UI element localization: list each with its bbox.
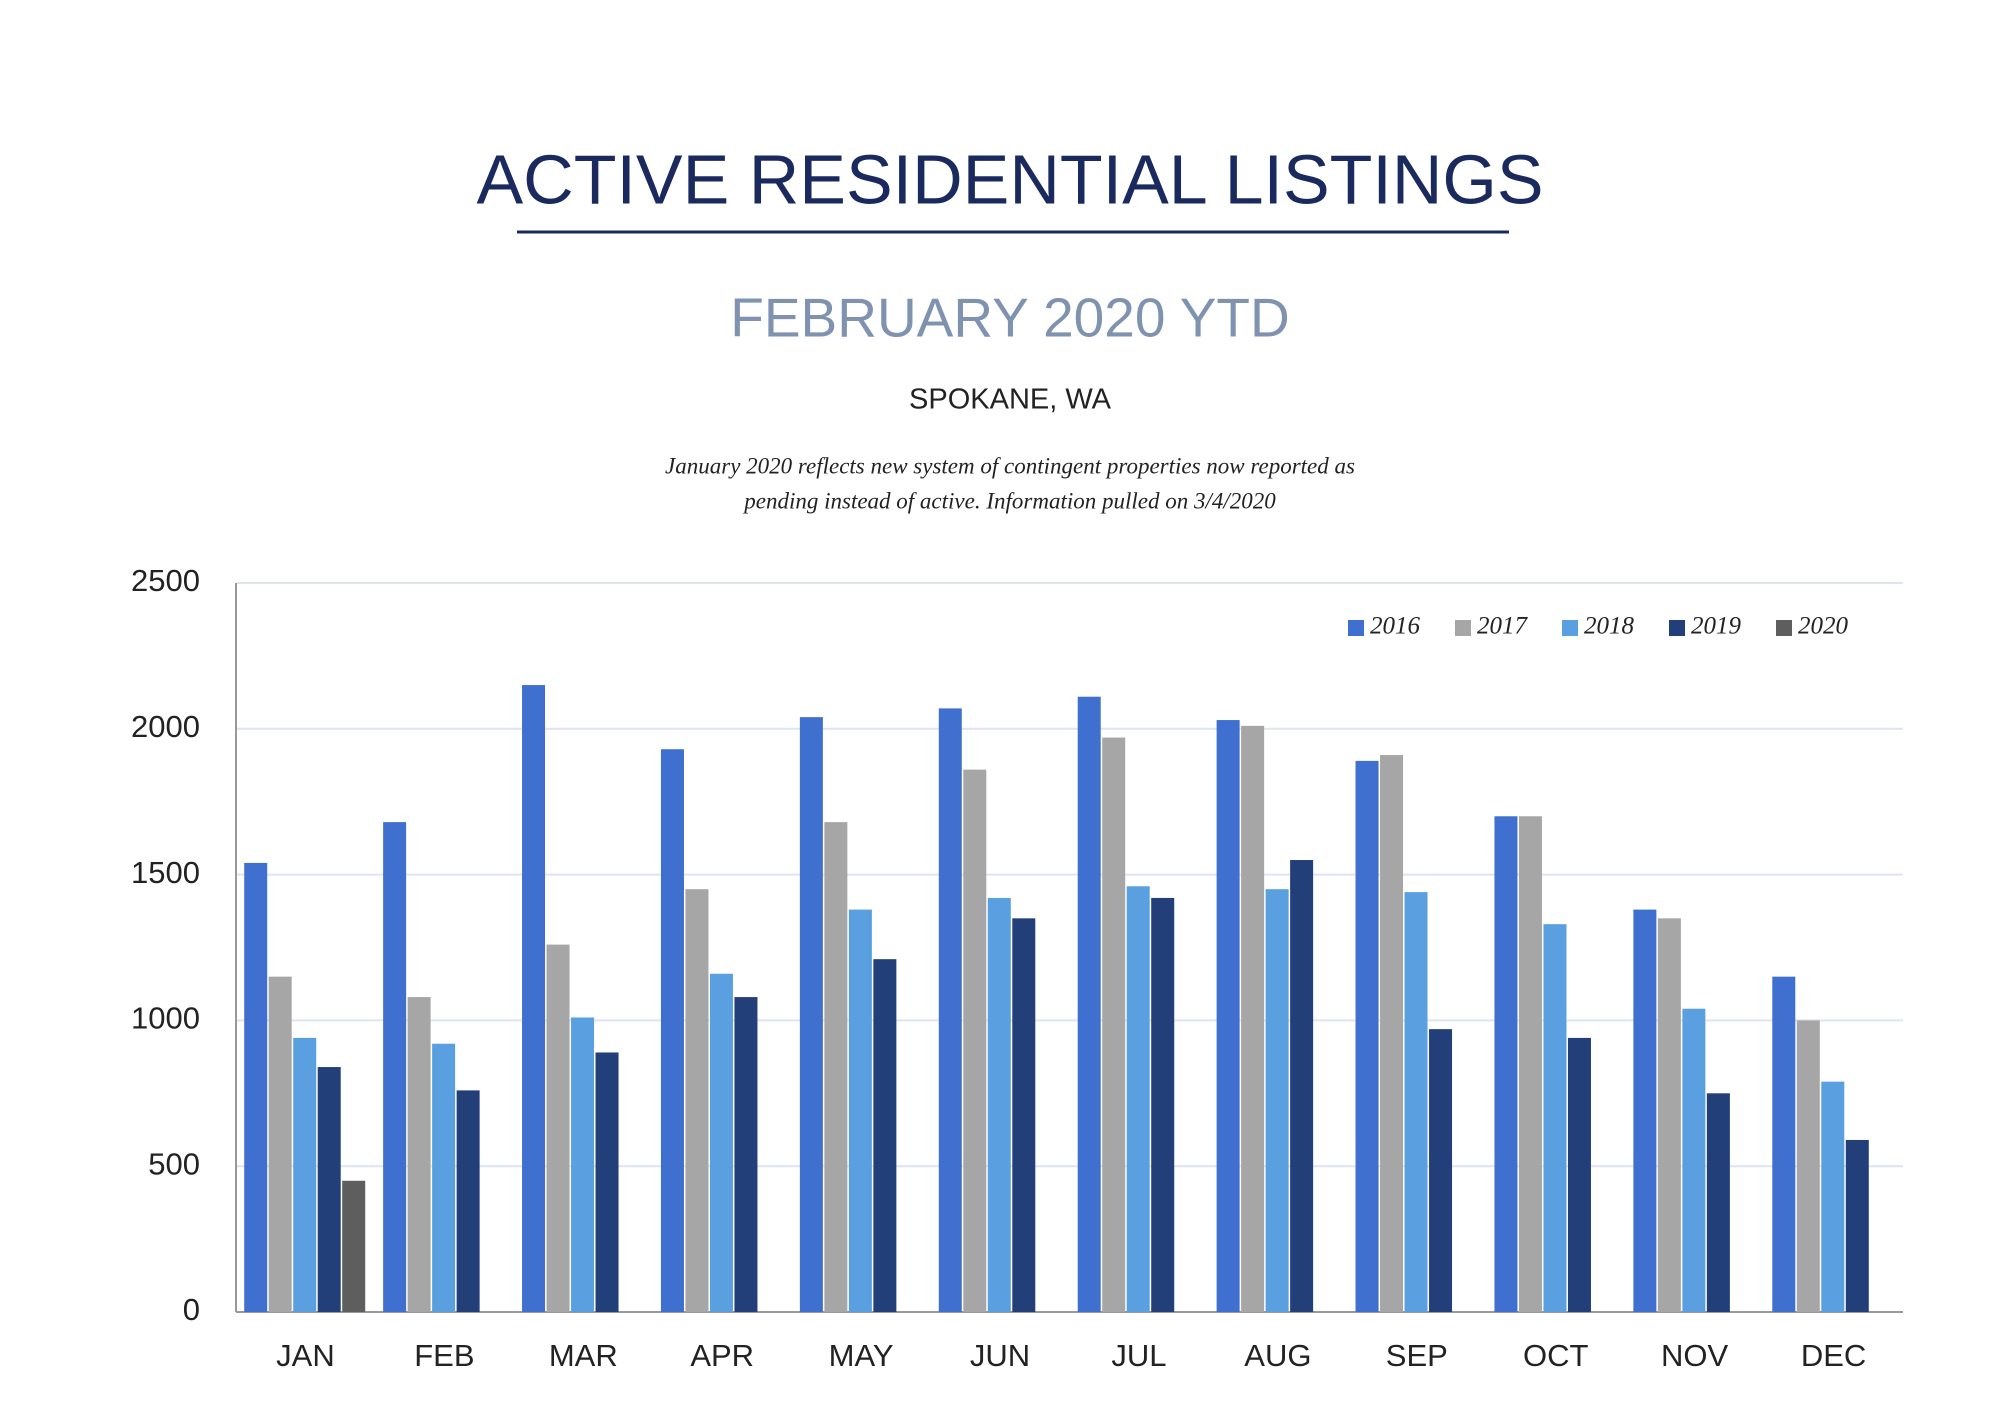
bar <box>1772 976 1796 1312</box>
bar <box>963 769 987 1312</box>
bar <box>1241 725 1265 1312</box>
x-tick-label: SEP <box>1386 1338 1448 1373</box>
bar <box>1567 1037 1591 1312</box>
bar <box>1265 889 1289 1312</box>
bar <box>1796 1020 1820 1312</box>
legend-label: 2019 <box>1691 613 1742 640</box>
bar <box>1355 760 1379 1312</box>
x-tick-label: FEB <box>414 1338 474 1373</box>
bar <box>873 959 897 1312</box>
bar <box>734 997 758 1312</box>
x-tick-label: NOV <box>1661 1338 1729 1373</box>
y-tick-label: 500 <box>148 1146 200 1181</box>
bar <box>1102 737 1126 1312</box>
legend-label: 2017 <box>1477 613 1529 640</box>
location: SPOKANE, WA <box>909 384 1112 416</box>
y-tick-label: 0 <box>183 1292 200 1327</box>
bar <box>522 685 546 1312</box>
bar <box>293 1037 317 1312</box>
y-tick-label: 1500 <box>131 855 200 890</box>
y-tick-label: 1000 <box>131 1001 200 1036</box>
bar <box>1380 755 1404 1312</box>
x-tick-label: JUN <box>970 1338 1030 1373</box>
chart-title: ACTIVE RESIDENTIAL LISTINGS <box>476 140 1543 218</box>
legend-swatch <box>1562 620 1578 636</box>
bar <box>824 822 848 1312</box>
x-tick-label: MAY <box>829 1338 894 1373</box>
bar <box>1404 892 1428 1312</box>
x-tick-label: MAR <box>549 1338 618 1373</box>
legend-label: 2016 <box>1370 613 1421 640</box>
legend-swatch <box>1348 620 1364 636</box>
bar <box>799 717 823 1312</box>
legend-label: 2018 <box>1584 613 1635 640</box>
bar <box>595 1052 619 1312</box>
bar <box>244 862 268 1312</box>
bar <box>1633 909 1657 1312</box>
bar <box>383 822 407 1312</box>
bar <box>1151 897 1175 1312</box>
legend-swatch <box>1776 620 1792 636</box>
bar <box>546 944 570 1312</box>
bar <box>1518 816 1542 1312</box>
legend-swatch <box>1669 620 1685 636</box>
bar <box>1706 1093 1730 1312</box>
legend-swatch <box>1455 620 1471 636</box>
bar <box>342 1180 366 1312</box>
bar <box>317 1067 341 1312</box>
bar <box>1543 924 1567 1312</box>
bar <box>1126 886 1150 1312</box>
y-tick-label: 2000 <box>131 709 200 744</box>
bar <box>938 708 962 1312</box>
bar <box>1216 720 1240 1312</box>
bar <box>685 889 709 1312</box>
legend-label: 2020 <box>1798 613 1849 640</box>
x-tick-label: DEC <box>1801 1338 1866 1373</box>
bar <box>987 897 1011 1312</box>
x-tick-label: JUL <box>1111 1338 1166 1373</box>
bar <box>660 749 684 1312</box>
x-tick-label: AUG <box>1244 1338 1311 1373</box>
bar <box>268 976 292 1312</box>
bar <box>1682 1008 1706 1312</box>
bar <box>1290 860 1314 1312</box>
bar <box>1077 696 1101 1312</box>
bar <box>407 997 431 1312</box>
bar <box>848 909 872 1312</box>
note: pending instead of active. Information p… <box>742 488 1276 513</box>
chart-subtitle: FEBRUARY 2020 YTD <box>730 287 1289 349</box>
bar <box>1429 1029 1453 1312</box>
x-tick-label: APR <box>690 1338 754 1373</box>
x-tick-label: OCT <box>1523 1338 1589 1373</box>
bar <box>1845 1139 1869 1312</box>
bar <box>1821 1081 1845 1312</box>
bar <box>1012 918 1036 1312</box>
bar <box>456 1090 480 1312</box>
bar <box>432 1043 456 1312</box>
bar <box>571 1017 595 1312</box>
bar <box>709 973 733 1312</box>
bar <box>1657 918 1681 1312</box>
bar <box>1494 816 1518 1312</box>
y-tick-label: 2500 <box>131 563 200 598</box>
note: January 2020 reflects new system of cont… <box>665 453 1355 478</box>
x-tick-label: JAN <box>276 1338 335 1373</box>
